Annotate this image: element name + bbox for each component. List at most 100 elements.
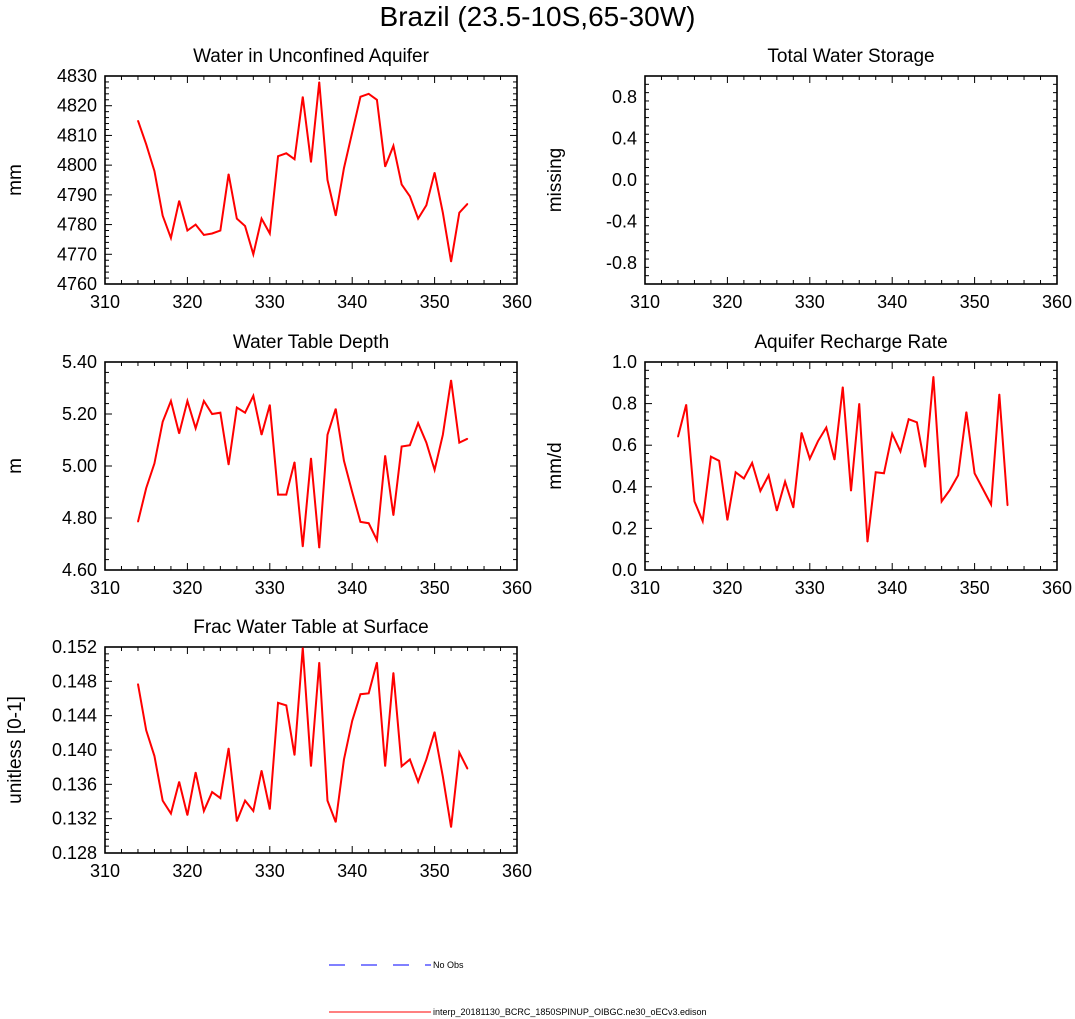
data-point xyxy=(186,229,188,232)
y-tick-label: 0.148 xyxy=(52,671,97,691)
y-tick-label: 0.8 xyxy=(612,394,637,414)
x-tick-label: 310 xyxy=(90,861,120,881)
data-point xyxy=(417,422,419,424)
y-tick-label: -0.8 xyxy=(606,253,637,273)
data-point xyxy=(702,520,704,522)
data-point xyxy=(137,521,139,523)
data-point xyxy=(260,434,263,436)
data-point xyxy=(359,96,362,98)
y-tick-label: -0.4 xyxy=(606,212,637,232)
data-point xyxy=(178,432,180,435)
data-point xyxy=(458,751,460,754)
data-point xyxy=(842,386,844,388)
x-tick-label: 310 xyxy=(630,292,660,312)
chart-panel-1: Water in Unconfined Aquifer mm 310 320 330 34… xyxy=(5,46,532,312)
series-line xyxy=(676,376,1009,543)
data-point xyxy=(916,421,918,423)
y-tick-label: 0.4 xyxy=(612,477,637,497)
data-point xyxy=(384,765,386,767)
data-point xyxy=(244,800,246,802)
data-point xyxy=(384,166,386,168)
data-point xyxy=(162,215,164,217)
chart-title: Water in Unconfined Aquifer xyxy=(193,46,430,67)
x-tick-label: 340 xyxy=(337,578,367,598)
data-point xyxy=(450,379,452,381)
data-point xyxy=(743,477,745,480)
data-point xyxy=(442,212,444,214)
x-tick-label: 340 xyxy=(877,292,907,312)
data-point xyxy=(351,491,353,493)
data-point xyxy=(817,440,819,442)
data-point xyxy=(326,800,329,802)
data-point xyxy=(335,215,337,217)
data-point xyxy=(203,810,205,812)
data-point xyxy=(425,758,427,761)
data-point xyxy=(260,770,263,772)
y-tick-label: 0.128 xyxy=(52,843,97,863)
series-line xyxy=(136,380,468,548)
data-point xyxy=(170,237,172,239)
data-point xyxy=(178,200,180,202)
data-point xyxy=(800,432,803,434)
data-point xyxy=(1006,504,1009,507)
data-point xyxy=(792,507,794,509)
data-point xyxy=(302,96,304,98)
x-tick-label: 330 xyxy=(255,578,285,598)
data-point xyxy=(277,494,279,496)
chart-panel-4: Aquifer Recharge Rate mm/d 310 320 330 340 350… xyxy=(545,332,1072,598)
data-point xyxy=(277,702,279,704)
data-point xyxy=(908,418,910,420)
data-point xyxy=(318,81,320,83)
x-tick-label: 350 xyxy=(960,578,990,598)
data-point xyxy=(277,155,279,157)
data-point xyxy=(195,427,197,429)
data-point xyxy=(211,232,213,235)
data-point xyxy=(137,119,139,122)
x-tick-label: 360 xyxy=(1042,578,1072,598)
data-point xyxy=(252,810,254,812)
data-point xyxy=(186,400,188,402)
data-point xyxy=(219,229,221,232)
data-point xyxy=(949,489,951,491)
panels: Water in Unconfined Aquifer mm 310 320 330 34… xyxy=(5,46,1072,881)
x-tick-label: 360 xyxy=(502,578,532,598)
data-point xyxy=(883,472,885,474)
legend-label-no-obs: No Obs xyxy=(433,960,464,970)
data-point xyxy=(351,131,353,134)
data-point xyxy=(269,808,271,810)
data-point xyxy=(450,261,452,263)
figure-title: Brazil (23.5-10S,65-30W) xyxy=(379,1,696,32)
data-point xyxy=(145,729,147,731)
data-point xyxy=(924,466,926,468)
y-tick-label: 0.140 xyxy=(52,740,97,760)
data-point xyxy=(153,755,156,757)
y-tick-label: 4780 xyxy=(57,215,97,235)
x-tick-label: 310 xyxy=(630,578,660,598)
data-point xyxy=(335,408,337,410)
y-tick-label: 4830 xyxy=(57,66,97,86)
y-tick-label: 4770 xyxy=(57,244,97,264)
x-tick-label: 350 xyxy=(960,292,990,312)
data-point xyxy=(228,747,230,749)
data-point xyxy=(458,212,460,214)
data-point xyxy=(982,488,984,490)
data-point xyxy=(203,400,205,402)
data-point xyxy=(990,503,992,506)
data-point xyxy=(293,461,296,463)
data-point xyxy=(153,170,156,172)
data-point xyxy=(219,797,221,799)
data-point xyxy=(318,661,320,664)
data-point xyxy=(776,510,778,512)
data-point xyxy=(685,404,687,406)
data-point xyxy=(285,704,287,706)
x-tick-label: 320 xyxy=(172,292,202,312)
data-point xyxy=(170,812,172,815)
y-tick-label: 0.2 xyxy=(612,518,637,538)
data-point xyxy=(899,450,902,453)
data-point xyxy=(260,218,263,220)
data-point xyxy=(153,462,156,464)
plot-frame xyxy=(104,646,518,854)
x-tick-label: 350 xyxy=(420,292,450,312)
data-point xyxy=(162,800,164,802)
data-point xyxy=(784,481,786,483)
